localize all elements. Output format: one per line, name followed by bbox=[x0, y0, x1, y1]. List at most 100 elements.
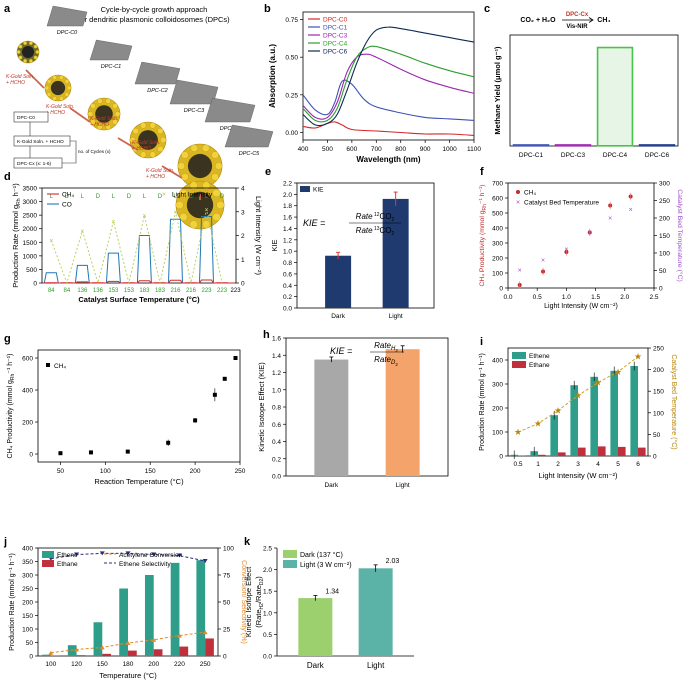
bar-Dark bbox=[314, 359, 349, 476]
gold-particle bbox=[211, 151, 219, 159]
y-tick-label-right: 100 bbox=[659, 251, 670, 258]
x-tick-label: 220 bbox=[174, 661, 185, 668]
y-tick-label: 1.8 bbox=[283, 203, 292, 210]
legend-label: DPC-C0 bbox=[323, 17, 348, 24]
y-tick-label-right: 2 bbox=[241, 233, 245, 240]
legend-label: Ethene bbox=[529, 353, 550, 360]
x-tick-label: 250 bbox=[235, 468, 246, 475]
legend-label: CH₄ bbox=[62, 192, 74, 199]
sample-label: DPC-C3 bbox=[184, 108, 205, 114]
x-tick-label: 120 bbox=[71, 661, 82, 668]
formula-numerator: RateH2 bbox=[374, 341, 398, 353]
y-tick-label-right: 50 bbox=[653, 432, 661, 439]
temp-marker: ★ bbox=[594, 378, 602, 388]
legend-label: Ethene bbox=[57, 552, 78, 559]
flow-note: no. of Cycles (x) bbox=[78, 149, 111, 154]
bar-Light bbox=[385, 349, 420, 476]
legend-marker bbox=[516, 190, 520, 194]
gold-particle bbox=[149, 122, 156, 129]
y-axis-label-sub: (RateH2/RateD2) bbox=[254, 576, 265, 628]
y-axis-label-right: Catalyst Bed Temperature (°C) bbox=[676, 189, 684, 282]
y-axis-label: Methane Yield (μmol g⁻¹) bbox=[493, 46, 502, 135]
legend-label: DPC-C1 bbox=[323, 25, 348, 32]
y-tick-label: 2.0 bbox=[263, 567, 272, 574]
sample-label: DPC-C5 bbox=[239, 151, 260, 157]
bar-ethane bbox=[538, 454, 546, 456]
point-temperature: × bbox=[608, 216, 612, 223]
y-tick-label-right: 200 bbox=[653, 367, 664, 374]
gold-particle bbox=[59, 96, 64, 101]
bar-Light bbox=[358, 568, 393, 656]
y-tick-label: 0.8 bbox=[283, 260, 292, 267]
bar-ethene bbox=[196, 560, 206, 656]
x-tick-label: 100 bbox=[45, 661, 56, 668]
sem-image bbox=[224, 124, 274, 148]
x-tick-label: 1.5 bbox=[591, 294, 600, 301]
y-tick-label: 0.75 bbox=[285, 17, 298, 24]
top-label: L bbox=[205, 194, 209, 200]
y-tick-label: 600 bbox=[492, 196, 503, 203]
x-tick-label: 2.5 bbox=[649, 294, 658, 301]
x-tick-label: 1100 bbox=[467, 146, 481, 153]
x-tick-label: 0.0 bbox=[503, 294, 512, 301]
text-span: ) bbox=[254, 576, 263, 579]
gold-particle bbox=[189, 220, 198, 229]
y-tick-label: 0 bbox=[29, 452, 33, 459]
sphere-core bbox=[95, 105, 113, 123]
x-tick-label: 0.5 bbox=[513, 461, 522, 468]
x-tick-label: 900 bbox=[420, 146, 431, 153]
sphere-core bbox=[21, 45, 35, 59]
gold-particle bbox=[28, 41, 33, 46]
y-axis-label: Absorption (a.u.) bbox=[268, 44, 277, 108]
top-label: L bbox=[174, 194, 178, 200]
y-tick-label: 300 bbox=[22, 573, 33, 580]
gold-particle bbox=[175, 201, 184, 209]
y-tick-label: 250 bbox=[22, 586, 33, 593]
y-tick-label: 150 bbox=[22, 613, 33, 620]
top-label: L bbox=[112, 194, 116, 200]
growth-arrow bbox=[117, 137, 139, 151]
gold-particle bbox=[215, 162, 223, 170]
bar-DPC-C3 bbox=[554, 144, 592, 147]
gold-particle bbox=[140, 122, 147, 129]
gold-particle bbox=[190, 144, 198, 152]
x-tick-label: Dark bbox=[324, 482, 338, 489]
y-tick-label-right: 25 bbox=[223, 627, 231, 634]
y-tick-label: 1.0 bbox=[283, 249, 292, 256]
y-tick-label: 400 bbox=[22, 388, 33, 395]
gold-particle bbox=[112, 103, 118, 109]
y-tick-label-right: 0 bbox=[659, 286, 663, 293]
x-tick-label: 3 bbox=[576, 461, 580, 468]
gold-particle bbox=[105, 124, 111, 130]
x-tick-label: 1 bbox=[536, 461, 540, 468]
text-span: /Rate bbox=[254, 585, 263, 603]
y-tick-label: 0.4 bbox=[283, 283, 292, 290]
x-tick-label: DPC-C6 bbox=[645, 152, 670, 159]
y-tick-label-right: 150 bbox=[659, 233, 670, 240]
legend-swatch bbox=[283, 560, 297, 568]
y-tick-label: 0 bbox=[499, 454, 503, 461]
x-tick-label: 1000 bbox=[442, 146, 457, 153]
point-temperature: × bbox=[518, 267, 522, 274]
legend-label: CH₄ bbox=[524, 190, 536, 197]
gold-particle bbox=[202, 144, 210, 152]
y-tick-label: 1.2 bbox=[272, 370, 281, 377]
y-tick-label-right: 3 bbox=[241, 209, 245, 216]
x-tick-label: Light bbox=[367, 661, 385, 670]
legend-label: Ethane bbox=[57, 561, 78, 568]
flow-box-label: K-Gold Soln. + HCHO bbox=[17, 139, 64, 145]
y-tick-label: 2500 bbox=[23, 213, 38, 220]
panel-label: j bbox=[3, 536, 7, 548]
bar-ethene bbox=[550, 415, 558, 456]
arrow-label: K-Gold Soln. bbox=[90, 116, 118, 122]
gold-particle bbox=[52, 75, 57, 80]
panel-label: a bbox=[4, 3, 11, 15]
y-tick-label: 0.0 bbox=[283, 306, 292, 313]
top-label: D bbox=[189, 194, 194, 200]
bar-ethene bbox=[630, 366, 638, 456]
arrow-label: + HCHO bbox=[146, 174, 165, 180]
legend-swatch bbox=[512, 352, 526, 359]
x-tick-label: 100 bbox=[100, 468, 111, 475]
y-tick-label: 1.5 bbox=[263, 589, 272, 596]
y-tick-label: 2.0 bbox=[283, 192, 292, 199]
